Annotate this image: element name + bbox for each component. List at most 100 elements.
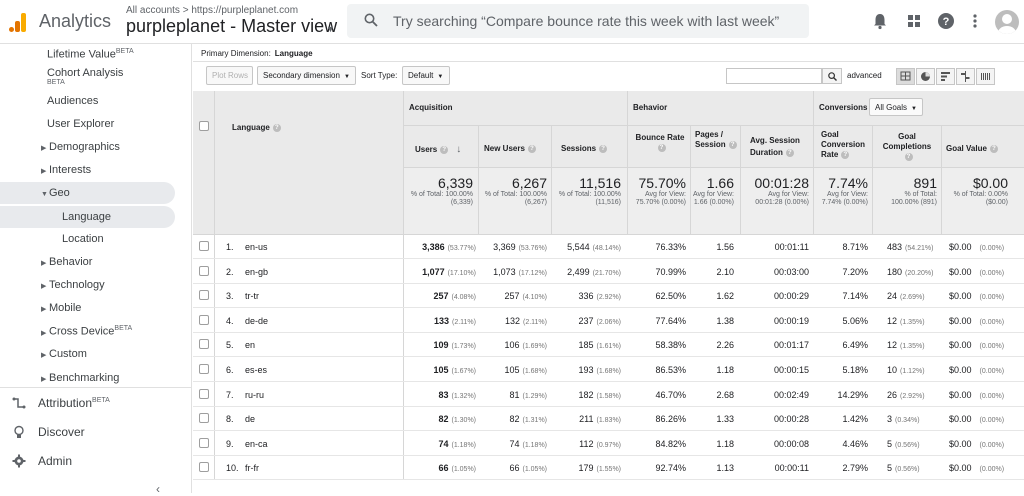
goals-dropdown[interactable]: All Goals ▼	[869, 98, 923, 116]
analytics-logo-icon[interactable]	[9, 13, 27, 32]
apps-grid-icon[interactable]	[905, 12, 923, 30]
advanced-link[interactable]: advanced	[847, 71, 882, 80]
column-header-new-users[interactable]: New Users?	[484, 144, 536, 153]
data-table-view-icon[interactable]	[896, 68, 915, 85]
sidebar-item-geo[interactable]: ▼Geo	[0, 182, 175, 204]
column-header-goal-value[interactable]: Goal Value?	[946, 144, 998, 153]
nav-admin[interactable]: Admin	[0, 454, 192, 470]
sidebar-item-user-explorer[interactable]: User Explorer	[47, 118, 115, 130]
sidebar-item-benchmarking[interactable]: ▶ Benchmarking	[41, 372, 120, 384]
language-link[interactable]: de	[245, 414, 256, 425]
language-link[interactable]: en	[245, 340, 256, 351]
row-checkbox[interactable]	[199, 265, 209, 276]
row-checkbox[interactable]	[199, 241, 209, 251]
help-icon[interactable]: ?	[440, 145, 449, 154]
sidebar-item-cohort-analysis[interactable]: Cohort Analysis BETA	[47, 67, 124, 86]
row-checkbox[interactable]	[199, 413, 209, 424]
row-index: 1.	[226, 242, 234, 252]
primary-dimension-value[interactable]: Language	[274, 49, 313, 58]
select-all-checkbox[interactable]	[199, 121, 209, 131]
column-header-avg-session-duration[interactable]: Avg. Session Duration?	[750, 136, 800, 157]
help-icon[interactable]: ?	[728, 140, 737, 149]
table-row[interactable]: 6. es-es 105 (1.67%) 105 (1.68%) 193 (1.68%) 86.…	[193, 357, 1024, 382]
row-index: 9.	[226, 438, 234, 449]
table-row[interactable]: 7. ru-ru 83 (1.32%) 81 (1.29%) 182 (1.58%) 46.70…	[193, 382, 1024, 407]
column-header-bounce-rate[interactable]: Bounce Rate?	[635, 133, 685, 152]
language-link[interactable]: de-de	[245, 315, 269, 326]
table-row[interactable]: 9. en-ca 74 (1.18%) 74 (1.18%) 112 (0.97%) 84.82…	[193, 431, 1024, 456]
app-title[interactable]: Analytics	[39, 11, 112, 31]
column-header-goal-completions[interactable]: Goal Completions?	[882, 132, 932, 161]
help-icon[interactable]: ?	[272, 123, 281, 132]
row-index: 10.	[226, 463, 239, 474]
plot-rows-button[interactable]: Plot Rows	[206, 66, 253, 85]
sidebar-item-language[interactable]: Language	[0, 206, 175, 228]
sidebar-item-technology[interactable]: ▶ Technology	[41, 279, 105, 291]
help-icon[interactable]: ?	[937, 12, 955, 30]
row-checkbox[interactable]	[199, 290, 209, 301]
table-row[interactable]: 3. tr-tr 257 (4.08%) 257 (4.10%) 336 (2.92%) 62.…	[193, 283, 1024, 309]
sidebar-item-custom[interactable]: ▶ Custom	[41, 348, 87, 360]
cell-goal-completions: 180 (20.20%)	[887, 266, 934, 277]
cell-new-users: 81 (1.29%)	[509, 389, 547, 400]
sidebar-item-lifetime-value[interactable]: Lifetime ValueBETA	[47, 48, 134, 61]
sort-type-dropdown[interactable]: Default ▼	[402, 66, 450, 85]
column-header-goal-conversion-rate[interactable]: Goal Conversion Rate?	[821, 130, 866, 159]
row-checkbox[interactable]	[199, 437, 209, 448]
more-vert-icon[interactable]	[966, 12, 984, 30]
secondary-dimension-dropdown[interactable]: Secondary dimension ▼	[257, 66, 356, 85]
comparison-view-icon[interactable]	[956, 68, 975, 85]
account-breadcrumb[interactable]: All accounts > https://purpleplanet.com	[126, 5, 299, 16]
nav-discover[interactable]: Discover	[0, 425, 192, 441]
collapse-sidebar-icon[interactable]: ‹	[156, 482, 160, 496]
help-icon[interactable]: ?	[904, 152, 913, 161]
sidebar-item-demographics[interactable]: ▶ Demographics	[41, 141, 120, 153]
row-checkbox[interactable]	[199, 314, 209, 325]
help-icon[interactable]: ?	[989, 144, 998, 153]
table-row[interactable]: 1. en-us 3,386 (53.77%) 3,369 (53.76%) 5,544 (4…	[193, 234, 1024, 259]
sidebar-item-mobile[interactable]: ▶ Mobile	[41, 302, 82, 314]
language-link[interactable]: ru-ru	[245, 389, 265, 400]
table-row[interactable]: 8. de 82 (1.30%) 82 (1.31%) 211 (1.83%) 86.26% 1.…	[193, 406, 1024, 432]
sidebar-item-interests[interactable]: ▶ Interests	[41, 164, 92, 176]
sidebar-item-location[interactable]: Location	[62, 233, 104, 245]
table-search-button[interactable]	[822, 68, 842, 84]
performance-view-icon[interactable]	[936, 68, 955, 85]
view-selector[interactable]: purpleplanet - Master view	[126, 16, 338, 36]
row-checkbox[interactable]	[199, 364, 209, 374]
sidebar-item-cross-device[interactable]: ▶ Cross DeviceBETA	[41, 325, 133, 338]
search-bar[interactable]: Try searching “Compare bounce rate this …	[347, 4, 809, 38]
table-row[interactable]: 2. en-gb 1,077 (17.10%) 1,073 (17.12%) 2,499 (2…	[193, 259, 1024, 284]
language-link[interactable]: en-us	[245, 242, 268, 252]
column-header-sessions[interactable]: Sessions?	[561, 144, 608, 153]
language-link[interactable]: es-es	[245, 365, 268, 375]
row-checkbox[interactable]	[199, 462, 209, 473]
help-icon[interactable]: ?	[527, 144, 536, 153]
nav-attribution[interactable]: AttributionBETA	[0, 396, 192, 412]
help-icon[interactable]: ?	[841, 150, 850, 159]
table-row[interactable]: 5. en 109 (1.73%) 106 (1.69%) 185 (1.61%) 58.38%…	[193, 332, 1024, 358]
sidebar-item-audiences[interactable]: Audiences	[47, 95, 99, 107]
help-icon[interactable]: ?	[599, 144, 608, 153]
term-cloud-view-icon[interactable]	[976, 68, 995, 85]
notifications-bell-icon[interactable]	[871, 12, 889, 30]
column-header-pages-session[interactable]: Pages / Session?	[695, 130, 737, 150]
help-icon[interactable]: ?	[657, 143, 666, 152]
view-dropdown-icon[interactable]: ▼	[326, 24, 335, 34]
language-link[interactable]: fr-fr	[245, 463, 259, 474]
language-link[interactable]: en-gb	[245, 266, 269, 277]
pie-view-icon[interactable]	[916, 68, 935, 85]
column-header-language[interactable]: Language?	[232, 123, 281, 132]
sort-desc-icon[interactable]: ↓	[456, 144, 462, 155]
language-link[interactable]: en-ca	[245, 438, 268, 449]
sidebar-item-behavior[interactable]: ▶ Behavior	[41, 256, 93, 268]
language-link[interactable]: tr-tr	[245, 291, 259, 302]
column-header-users[interactable]: Users? ↓	[415, 144, 462, 155]
table-search-input[interactable]	[726, 68, 822, 84]
row-checkbox[interactable]	[199, 339, 209, 350]
table-row[interactable]: 4. de-de 133 (2.11%) 132 (2.11%) 237 (2.06%) 77.…	[193, 308, 1024, 333]
row-checkbox[interactable]	[199, 388, 209, 399]
account-avatar[interactable]	[995, 10, 1019, 34]
help-icon[interactable]: ?	[785, 148, 794, 157]
table-row[interactable]: 10. fr-fr 66 (1.05%) 66 (1.05%) 179 (1.55%) 92.7…	[193, 455, 1024, 481]
